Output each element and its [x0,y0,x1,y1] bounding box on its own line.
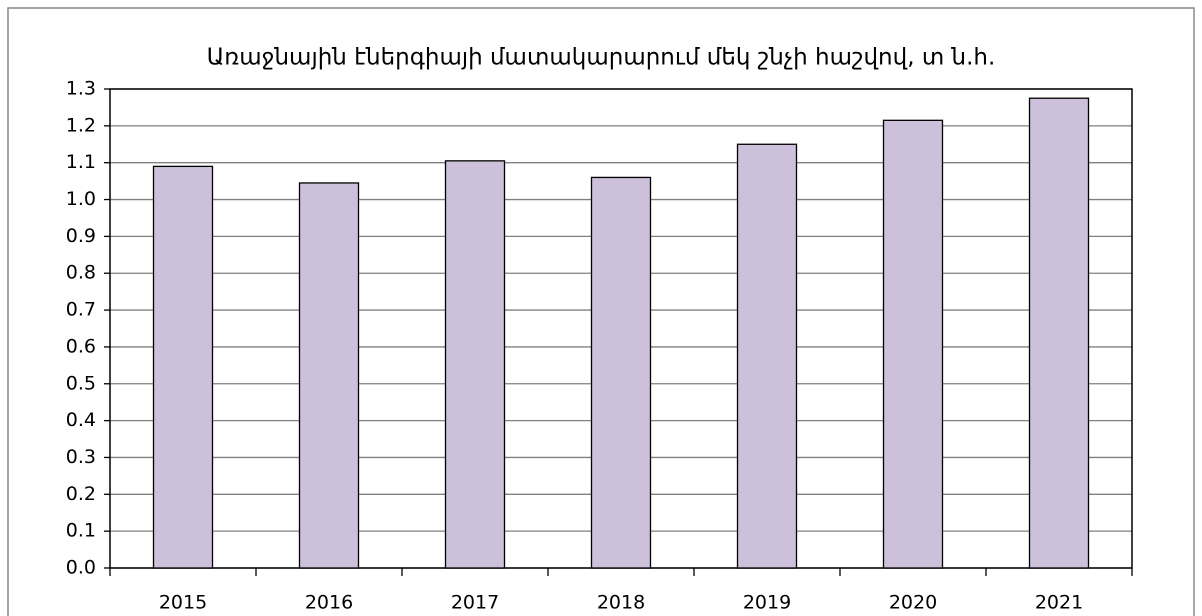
x-tick-label: 2019 [743,592,791,614]
y-tick-label: 0.5 [66,372,96,394]
y-tick-label: 0.2 [66,483,96,505]
x-tick-label: 2021 [1035,592,1083,614]
y-tick-label: 0.1 [66,520,96,542]
y-tick-label: 1.3 [66,78,96,100]
bar [444,160,506,569]
bar [882,119,944,569]
bar [298,182,360,569]
y-tick-label: 1.1 [66,151,96,173]
bar [152,165,214,569]
y-tick-label: 0.0 [66,557,96,579]
x-tick-label: 2016 [305,592,353,614]
x-tick-label: 2020 [889,592,937,614]
bar [590,176,652,569]
bar [1028,97,1090,569]
y-tick-label: 0.4 [66,409,96,431]
chart-title: Առաջնային էներգիայի մատակարարում մեկ շնչ… [207,45,996,71]
y-tick-label: 1.0 [66,188,96,210]
x-tick-label: 2017 [451,592,499,614]
bar [736,143,798,569]
y-tick-label: 0.3 [66,446,96,468]
y-tick-label: 0.8 [66,262,96,284]
y-tick-label: 0.9 [66,225,96,247]
x-tick-label: 2015 [159,592,207,614]
x-tick-label: 2018 [597,592,645,614]
y-tick-label: 0.7 [66,299,96,321]
y-tick-label: 0.6 [66,335,96,357]
y-tick-label: 1.2 [66,114,96,136]
